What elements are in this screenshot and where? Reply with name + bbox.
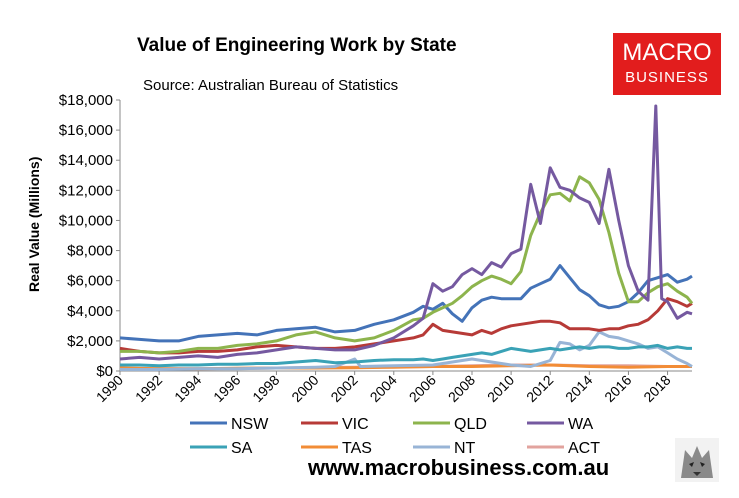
legend-label-tas: TAS <box>342 440 372 457</box>
x-tick-label: 2010 <box>484 372 517 405</box>
y-tick-label: $0 <box>96 363 113 380</box>
legend-label-act: ACT <box>568 440 600 457</box>
chart-subtitle: Source: Australian Bureau of Statistics <box>143 77 399 94</box>
website-url: www.macrobusiness.com.au <box>308 455 610 480</box>
y-tick-label: $4,000 <box>67 303 113 320</box>
x-tick-label: 1998 <box>249 372 282 405</box>
wolf-icon <box>675 438 719 482</box>
y-tick-label: $16,000 <box>59 122 113 139</box>
series-line-sa <box>120 343 692 368</box>
legend-label-sa: SA <box>231 440 253 457</box>
series-line-qld <box>120 175 694 355</box>
legend-label-nsw: NSW <box>231 416 269 433</box>
y-tick-label: $12,000 <box>59 182 113 199</box>
y-tick-label: $10,000 <box>59 212 113 229</box>
legend-label-nt: NT <box>454 440 476 457</box>
chart-title: Value of Engineering Work by State <box>137 35 457 56</box>
x-tick-label: 1994 <box>171 372 204 405</box>
x-tick-label: 2002 <box>327 372 360 405</box>
x-tick-label: 2006 <box>406 372 439 405</box>
series-line-vic <box>119 297 693 355</box>
x-tick-label: 2014 <box>562 372 595 405</box>
y-tick-label: $6,000 <box>67 273 113 290</box>
legend-label-qld: QLD <box>454 416 487 433</box>
x-tick-label: 1992 <box>132 372 165 405</box>
series-line-nsw <box>119 264 693 343</box>
legend-label-vic: VIC <box>342 416 369 433</box>
x-tick-label: 1996 <box>210 372 243 405</box>
x-tick-label: 2008 <box>445 372 478 405</box>
x-tick-label: 2018 <box>640 372 673 405</box>
x-tick-label: 2000 <box>288 372 321 405</box>
logo-line-1: MACRO <box>622 39 712 66</box>
x-tick-label: 2012 <box>523 372 556 405</box>
x-tick-label: 2016 <box>601 372 634 405</box>
x-tick-label: 2004 <box>367 372 400 405</box>
y-tick-label: $8,000 <box>67 243 113 260</box>
y-tick-label: $2,000 <box>67 333 113 350</box>
y-tick-label: $14,000 <box>59 152 113 169</box>
series-line-wa <box>119 104 693 361</box>
logo-line-2: BUSINESS <box>625 69 709 86</box>
macrobusiness-logo: MACRO BUSINESS <box>613 33 721 95</box>
y-tick-label: $18,000 <box>59 92 113 109</box>
legend-label-wa: WA <box>568 416 594 433</box>
